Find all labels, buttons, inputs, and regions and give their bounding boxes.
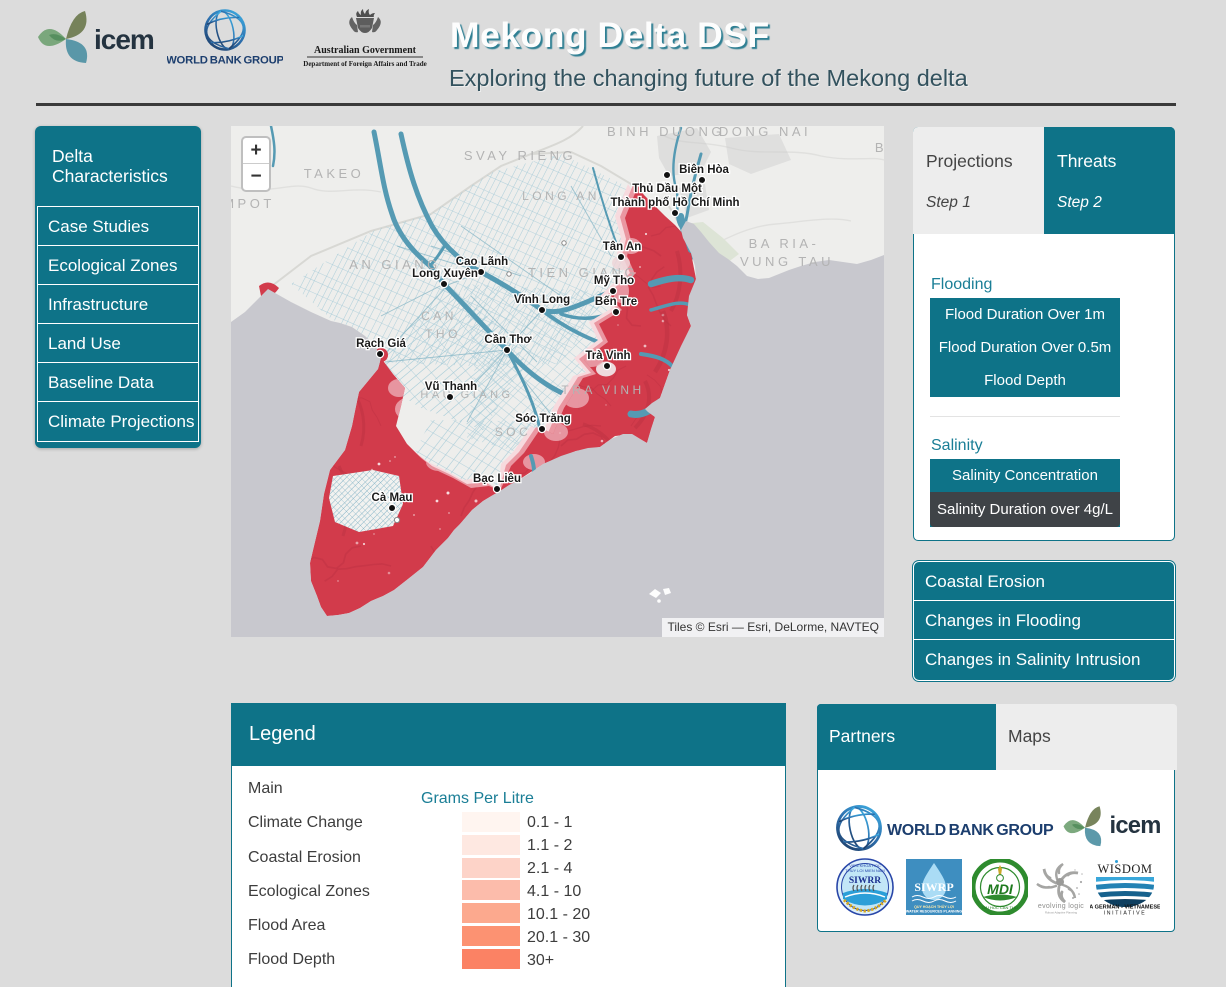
svg-text:CAN: CAN: [421, 309, 457, 323]
svg-text:WISDOM: WISDOM: [1097, 862, 1152, 876]
svg-text:Vũ Thanh: Vũ Thanh: [425, 381, 477, 393]
svg-text:DONG NAI: DONG NAI: [719, 126, 811, 139]
svg-text:BA RIA-: BA RIA-: [749, 236, 820, 251]
svg-text:TIEN GIANG: TIEN GIANG: [528, 265, 638, 280]
svg-text:TAKEO: TAKEO: [304, 166, 365, 181]
svg-text:Biên Hòa: Biên Hòa: [679, 164, 729, 176]
svg-text:TRA VINH: TRA VINH: [561, 383, 644, 397]
svg-text:B: B: [875, 140, 884, 155]
svg-text:VIEN KHOA HOC: VIEN KHOA HOC: [849, 863, 881, 868]
svg-text:Bến Tre: Bến Tre: [595, 296, 637, 308]
svg-text:WORLD BANK GROUP: WORLD BANK GROUP: [887, 822, 1054, 839]
svg-text:Thủ Dầu Một: Thủ Dầu Một: [632, 183, 702, 195]
svg-text:Long Xuyên: Long Xuyên: [412, 268, 478, 280]
svg-text:Sóc Trăng: Sóc Trăng: [515, 413, 571, 425]
svg-text:Australian Government: Australian Government: [314, 45, 417, 56]
svg-text:Cà Mau: Cà Mau: [372, 492, 413, 504]
svg-text:WORLD BANK GROUP: WORLD BANK GROUP: [167, 55, 283, 67]
svg-text:SVAY RIENG: SVAY RIENG: [464, 148, 576, 163]
svg-text:evolving logic: evolving logic: [1038, 903, 1084, 910]
svg-text:SIWRP: SIWRP: [914, 880, 953, 894]
svg-text:VUNG TAU: VUNG TAU: [740, 254, 834, 269]
svg-text:Cần Thơ: Cần Thơ: [484, 334, 532, 346]
svg-text:THO: THO: [425, 327, 461, 341]
svg-text:HAU GIANG: HAU GIANG: [420, 389, 513, 401]
svg-text:INITIATIVE: INITIATIVE: [1104, 911, 1147, 916]
svg-text:AN GIANG: AN GIANG: [349, 257, 441, 272]
svg-text:MPOT: MPOT: [231, 196, 275, 211]
svg-text:Rạch Giá: Rạch Giá: [356, 338, 406, 350]
svg-text:Bạc Liêu: Bạc Liêu: [473, 473, 521, 485]
svg-text:Mỹ Tho: Mỹ Tho: [594, 275, 634, 287]
svg-text:icem: icem: [94, 24, 154, 55]
svg-text:BINH DUONG: BINH DUONG: [607, 126, 725, 139]
svg-text:LONG AN: LONG AN: [522, 189, 600, 203]
svg-text:Robust Adaptive Planning: Robust Adaptive Planning: [1045, 911, 1077, 915]
svg-text:SOC: SOC: [495, 425, 532, 439]
svg-text:Vĩnh Long: Vĩnh Long: [514, 294, 570, 306]
svg-text:THUY LOI MIEN NAM: THUY LOI MIEN NAM: [845, 868, 885, 873]
svg-text:Cao Lãnh: Cao Lãnh: [456, 256, 508, 268]
svg-text:icem: icem: [1110, 812, 1161, 839]
svg-text:Tân An: Tân An: [603, 241, 642, 253]
svg-text:WATER RESOURCES PLANNING: WATER RESOURCES PLANNING: [906, 910, 962, 914]
svg-text:A GERMAN - VIETNAMESE: A GERMAN - VIETNAMESE: [1090, 905, 1160, 911]
svg-text:QUY HOẠCH THỦY LỢI: QUY HOẠCH THỦY LỢI: [914, 904, 954, 909]
svg-text:DAI HOC CAN THO: DAI HOC CAN THO: [982, 905, 1018, 910]
svg-text:SIWRR: SIWRR: [849, 876, 881, 886]
svg-text:MDI: MDI: [987, 881, 1014, 897]
svg-text:Thành phố Hồ Chí Minh: Thành phố Hồ Chí Minh: [610, 197, 739, 209]
svg-text:Department of Foreign Affairs: Department of Foreign Affairs and Trade: [303, 60, 426, 68]
svg-text:Trà Vinh: Trà Vinh: [585, 350, 630, 362]
